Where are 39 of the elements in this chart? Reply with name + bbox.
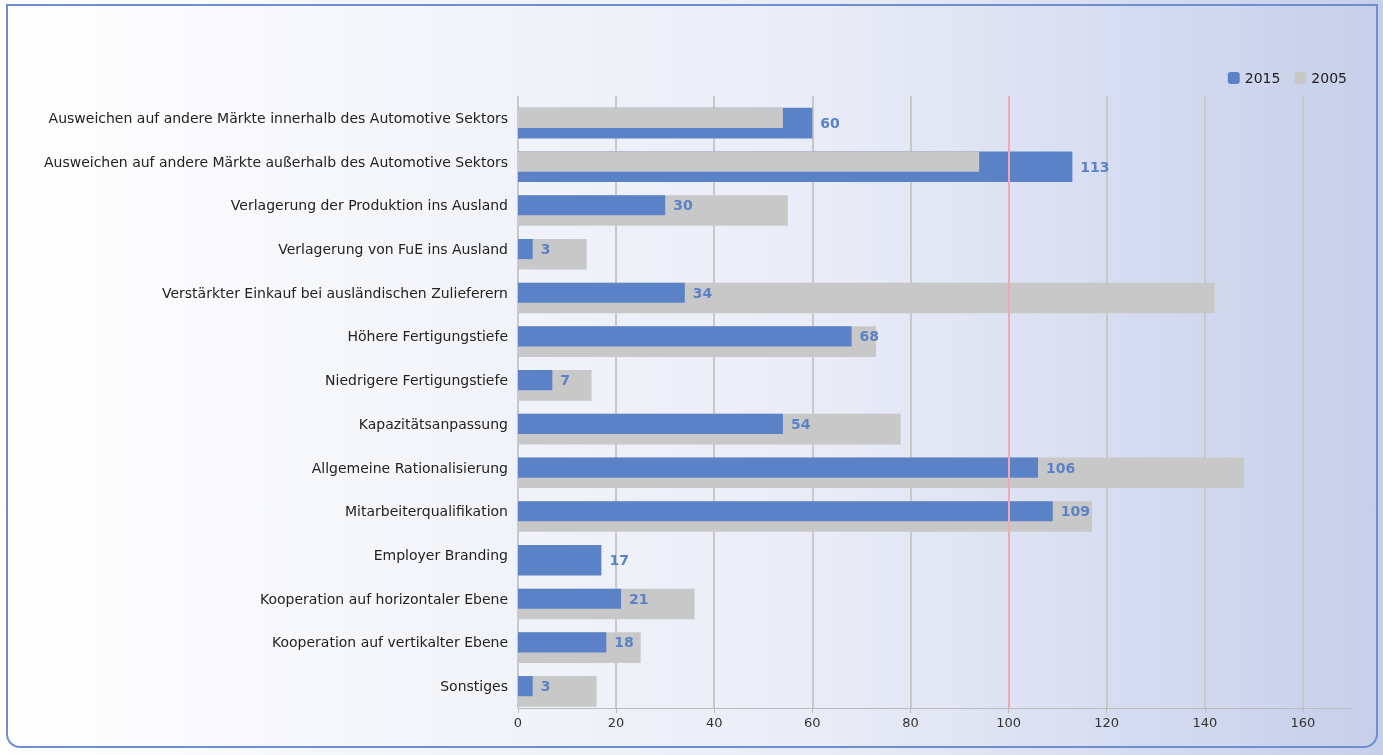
data-label: 109: [1060, 503, 1090, 520]
y-tick-label: Kooperation auf horizontaler Ebene: [259, 590, 508, 607]
x-tick-label: 140: [1192, 715, 1218, 730]
x-tick-label: 20: [607, 715, 625, 730]
data-label: 21: [629, 590, 649, 607]
data-label: 18: [614, 634, 634, 651]
data-label: 7: [560, 372, 571, 389]
legend-label: 2005: [1311, 70, 1348, 86]
x-tick-label: 100: [996, 715, 1021, 730]
y-tick-label: Ausweichen auf andere Märkte außerhalb des Automotive Sektors: [43, 153, 508, 170]
y-tick-label: Höhere Fertigungstiefe: [347, 328, 508, 345]
data-label: 54: [790, 415, 811, 432]
data-label: 34: [692, 284, 713, 301]
y-tick-label: Mitarbeiterqualifikation: [345, 503, 508, 520]
data-label: 106: [1046, 459, 1076, 476]
data-label: 68: [859, 328, 880, 345]
y-tick-label: Verlagerung der Produktion ins Ausland: [230, 197, 508, 214]
x-tick-label: 40: [705, 715, 723, 730]
x-tick-label: 80: [902, 715, 919, 730]
data-label: 113: [1080, 158, 1110, 175]
x-tick-label: 60: [804, 715, 821, 730]
y-tick-label: Kooperation auf vertikalter Ebene: [271, 634, 508, 651]
legend-label: 2015: [1244, 70, 1281, 86]
data-label: 3: [540, 678, 551, 695]
y-tick-label: Verstärkter Einkauf bei ausländischen Zulieferern: [161, 284, 508, 301]
y-tick-label: Ausweichen auf andere Märkte innerhalb des Automotive Sektors: [48, 109, 508, 126]
y-tick-label: Niedrigere Fertigungstiefe: [325, 372, 508, 389]
y-tick-label: Verlagerung von FuE ins Ausland: [278, 241, 508, 257]
data-label: 3: [540, 241, 551, 257]
data-label: 60: [820, 115, 841, 132]
y-tick-label: Sonstiges: [440, 678, 508, 695]
y-tick-label: Employer Branding: [373, 547, 508, 563]
x-tick-label: 160: [1290, 715, 1316, 730]
x-tick-label: 120: [1094, 715, 1120, 730]
data-label: 30: [673, 197, 693, 214]
y-tick-label: Kapazitätsanpassung: [358, 415, 508, 432]
data-label: 17: [609, 552, 629, 569]
x-tick-label: 0: [513, 715, 523, 730]
y-tick-label: Allgemeine Rationalisierung: [311, 459, 508, 476]
